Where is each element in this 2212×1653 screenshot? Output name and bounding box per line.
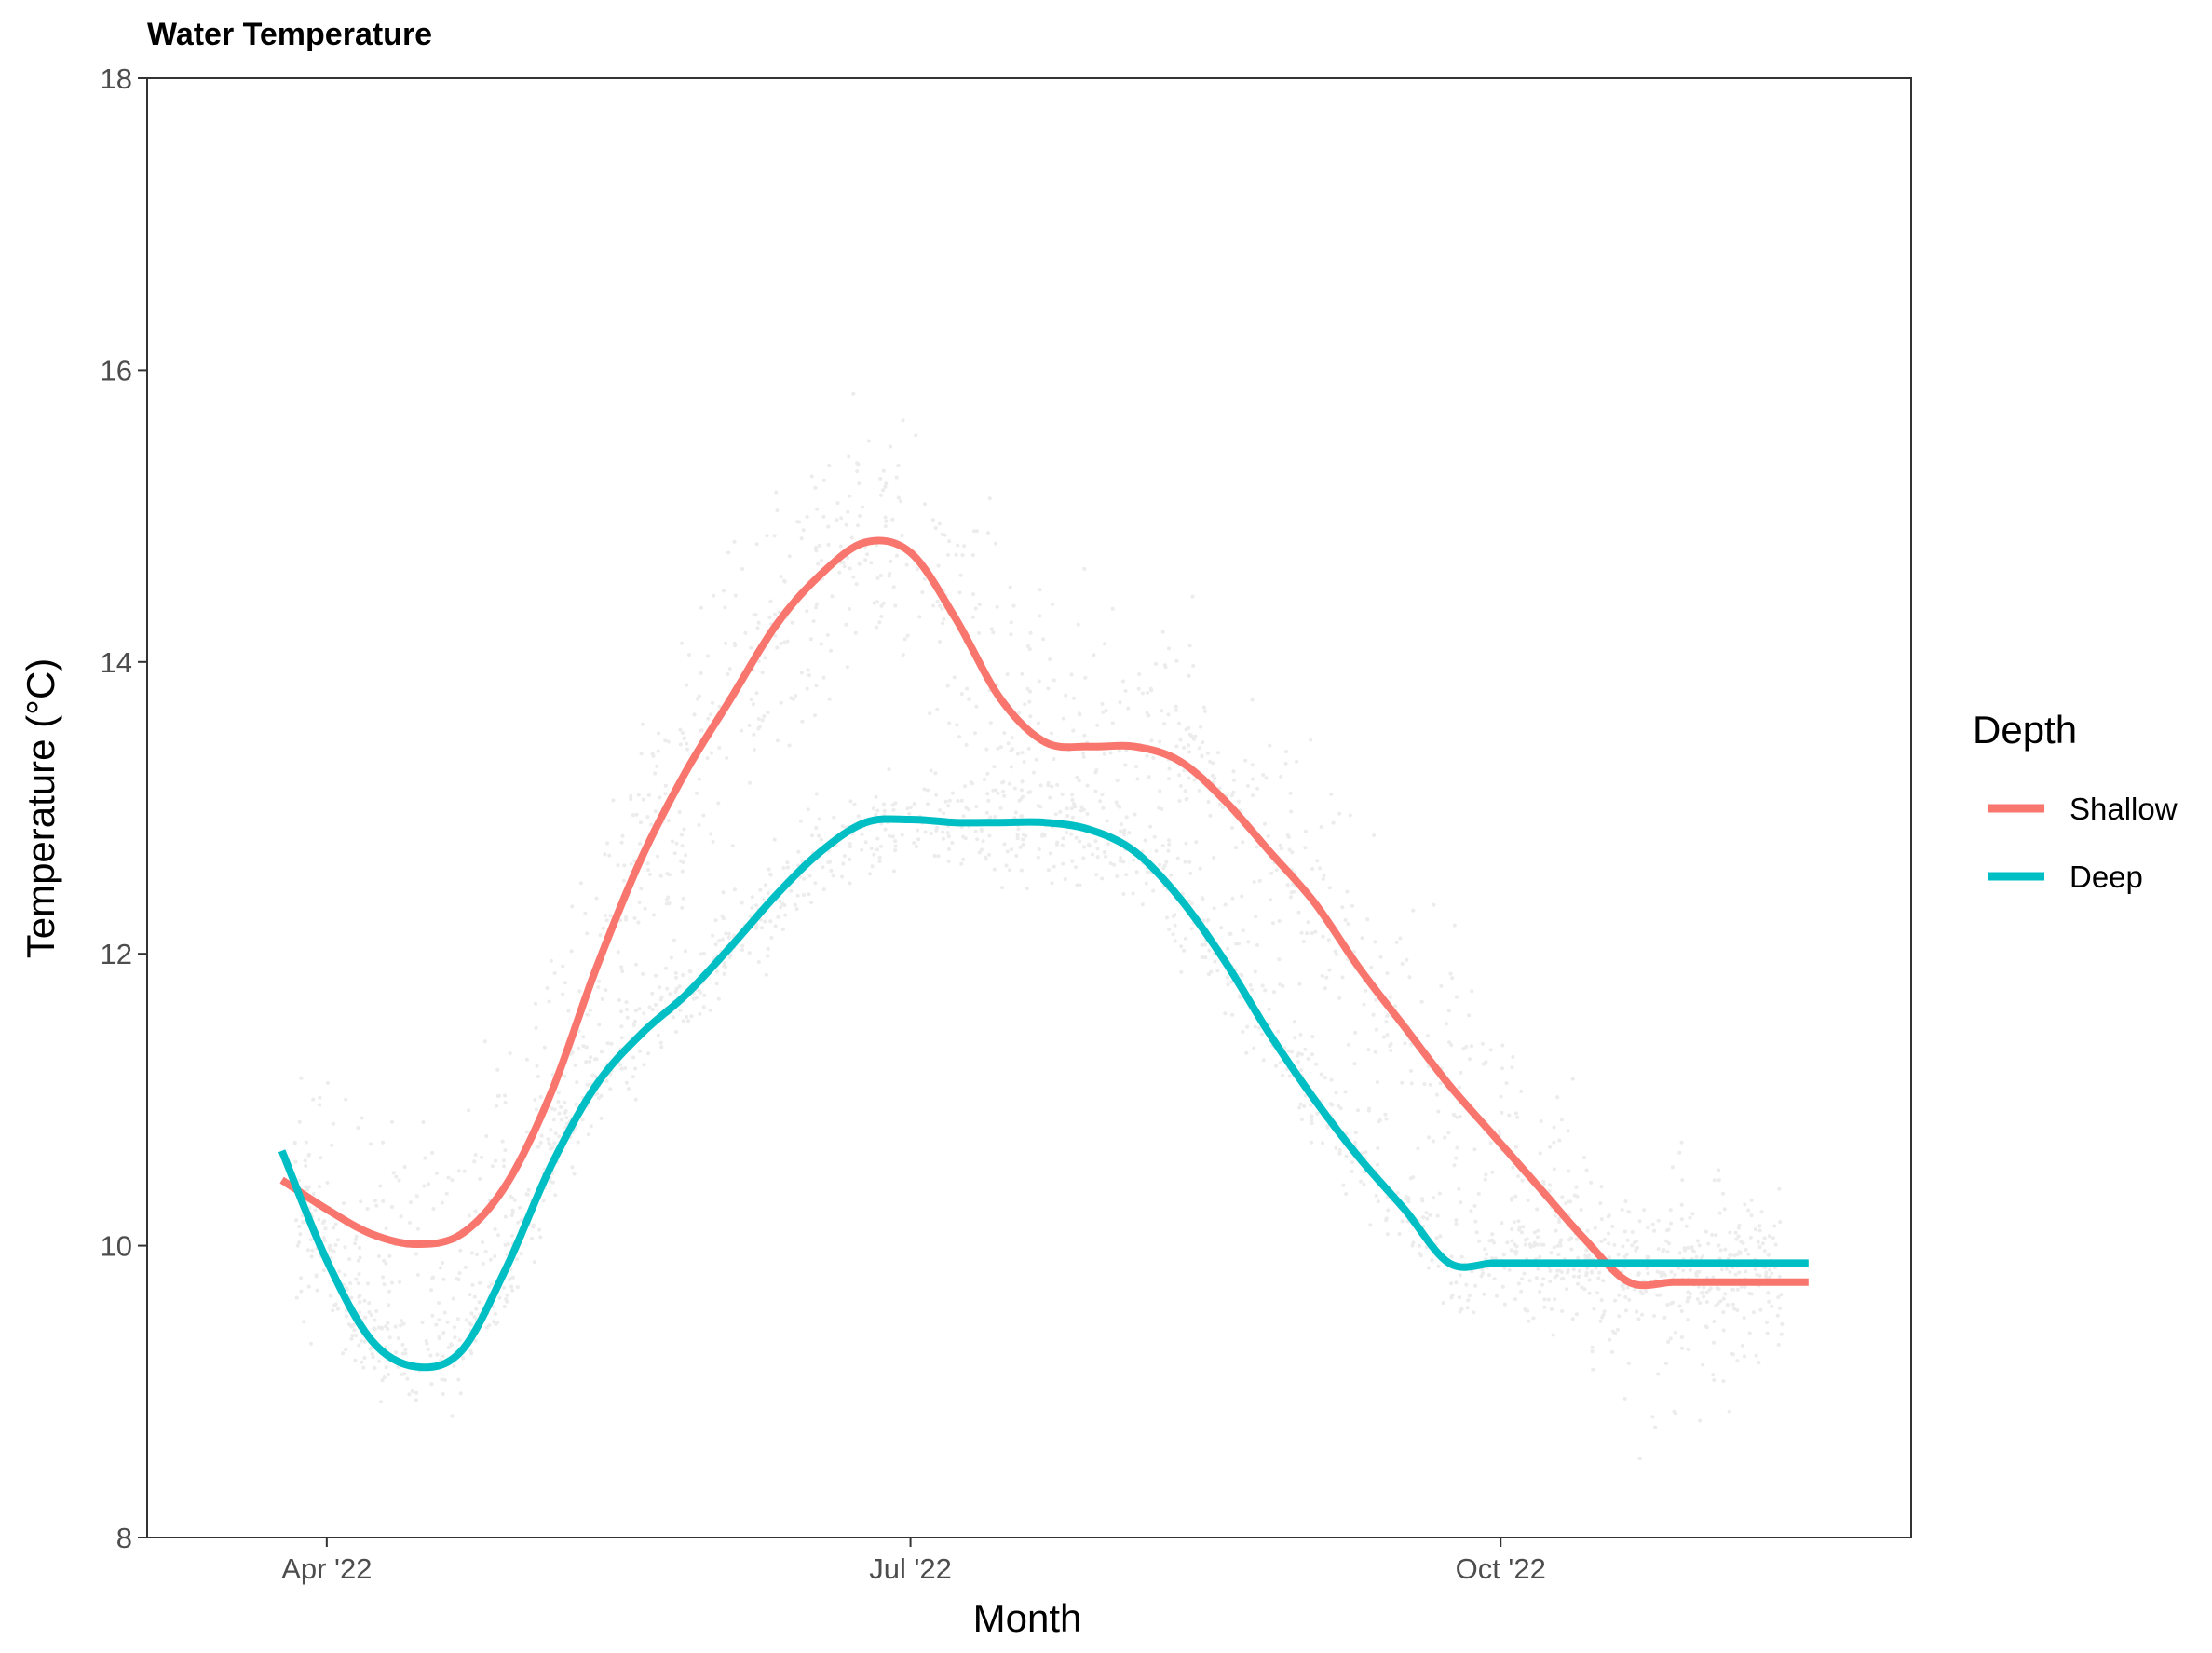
series-line-deep <box>278 815 1809 1372</box>
x-tick-label: Oct '22 <box>1456 1552 1546 1585</box>
y-axis: 8 10 12 14 16 18 <box>101 62 147 1554</box>
raw-observations-layer <box>292 391 1785 1461</box>
y-tick-label: 12 <box>101 938 132 970</box>
y-tick-label: 18 <box>101 62 132 95</box>
legend: Depth Shallow Deep <box>1973 708 2178 894</box>
plot-panel-border <box>146 77 1912 1538</box>
y-axis-title: Temperature (°C) <box>19 658 62 959</box>
legend-items: Shallow Deep <box>1988 792 2178 894</box>
y-tick-label: 10 <box>101 1230 132 1263</box>
x-axis-title: Month <box>973 1596 1082 1640</box>
smoothed-lines-layer <box>278 536 1809 1372</box>
legend-title: Depth <box>1973 708 2077 752</box>
x-axis: Apr '22 Jul '22 Oct '22 <box>281 1538 1546 1585</box>
x-tick-label: Jul '22 <box>869 1552 952 1585</box>
legend-label-deep: Deep <box>2070 860 2143 894</box>
series-line-shallow <box>279 536 1809 1290</box>
legend-label-shallow: Shallow <box>2070 792 2178 826</box>
raw-observation-points <box>292 391 1785 1461</box>
chart-title: Water Temperature <box>147 17 432 52</box>
y-tick-label: 14 <box>101 646 132 679</box>
y-tick-label: 8 <box>116 1522 132 1554</box>
x-tick-label: Apr '22 <box>281 1552 372 1585</box>
y-tick-label: 16 <box>101 354 132 386</box>
